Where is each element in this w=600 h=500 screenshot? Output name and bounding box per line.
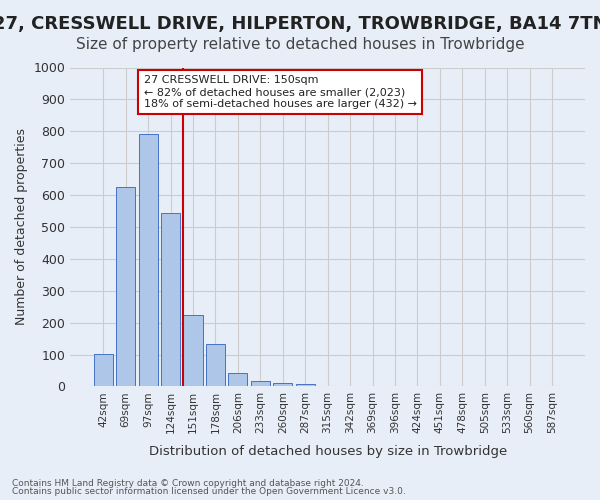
Bar (139, 134, 158, 386)
Bar (184, 314, 203, 386)
Y-axis label: Number of detached properties: Number of detached properties (15, 128, 28, 326)
Text: Contains HM Land Registry data © Crown copyright and database right 2024.: Contains HM Land Registry data © Crown c… (12, 478, 364, 488)
Bar (251, 380, 270, 386)
Text: 27, CRESSWELL DRIVE, HILPERTON, TROWBRIDGE, BA14 7TN: 27, CRESSWELL DRIVE, HILPERTON, TROWBRID… (0, 15, 600, 33)
X-axis label: Distribution of detached houses by size in Trowbridge: Distribution of detached houses by size … (149, 444, 507, 458)
Text: Size of property relative to detached houses in Trowbridge: Size of property relative to detached ho… (76, 38, 524, 52)
Bar (206, 344, 225, 387)
Bar (273, 383, 292, 386)
Text: Contains public sector information licensed under the Open Government Licence v3: Contains public sector information licen… (12, 487, 406, 496)
Text: 27 CRESSWELL DRIVE: 150sqm
← 82% of detached houses are smaller (2,023)
18% of s: 27 CRESSWELL DRIVE: 150sqm ← 82% of deta… (143, 76, 416, 108)
Bar (229, 372, 247, 386)
Bar (161, 213, 180, 386)
Bar (116, 187, 135, 386)
Bar (296, 384, 315, 386)
Bar (94, 354, 113, 386)
